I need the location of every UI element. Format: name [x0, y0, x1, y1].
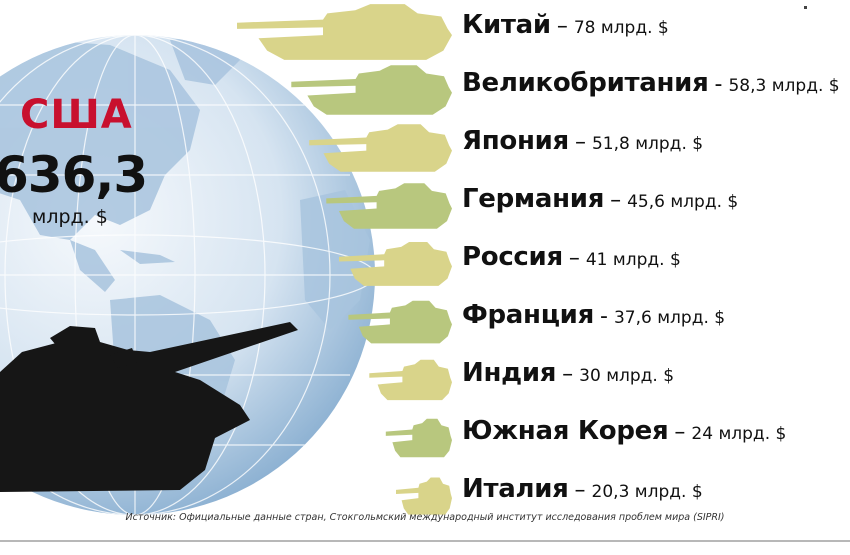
spending-value: 20,3: [591, 482, 635, 502]
corner-mark: [804, 6, 807, 9]
bottom-divider: [0, 540, 850, 542]
country-name: Италия: [462, 474, 569, 504]
tank-icon-8: [385, 418, 452, 458]
country-row: Россия –41 млрд. $: [462, 240, 681, 274]
separator: –: [568, 246, 580, 271]
country-name: Япония: [462, 126, 569, 156]
country-row: Китай –78 млрд. $: [462, 8, 669, 42]
tank-silhouettes: [237, 4, 452, 515]
spending-unit: млрд. $: [718, 424, 787, 444]
country-name: Франция: [462, 300, 594, 330]
tank-icon-5: [339, 242, 452, 286]
country-name: Южная Корея: [462, 416, 669, 446]
usa-value: 636,3: [0, 146, 148, 204]
usa-unit: млрд. $: [32, 206, 108, 228]
spending-value: 78: [573, 18, 601, 38]
spending-value: 58,3: [728, 76, 772, 96]
country-row: Германия –45,6 млрд. $: [462, 182, 738, 216]
spending-unit: млрд. $: [771, 76, 840, 96]
separator: -: [600, 304, 608, 329]
spending-unit: млрд. $: [634, 482, 703, 502]
tank-icon-9: [396, 477, 452, 515]
spending-value: 51,8: [591, 134, 636, 154]
spending-unit: млрд. $: [600, 18, 669, 38]
spending-unit: млрд. $: [606, 366, 675, 386]
separator: -: [714, 72, 723, 97]
country-row: Италия –20,3 млрд. $: [462, 472, 703, 506]
separator: –: [610, 188, 622, 213]
spending-unit: млрд. $: [670, 192, 739, 212]
tank-icon-3: [309, 124, 452, 172]
spending-value: 30: [579, 366, 607, 386]
tank-icon-4: [326, 183, 452, 229]
separator: –: [574, 478, 586, 503]
country-name: Россия: [462, 242, 563, 272]
country-row: Южная Корея –24 млрд. $: [462, 414, 786, 448]
spending-unit: млрд. $: [635, 134, 704, 154]
spending-value: 37,6: [613, 308, 658, 328]
country-row: Франция -37,6 млрд. $: [462, 298, 725, 332]
separator: –: [562, 362, 574, 387]
tank-icon-6: [348, 300, 452, 344]
separator: –: [556, 14, 568, 39]
usa-tank-icon: [0, 322, 298, 492]
spending-unit: млрд. $: [657, 308, 726, 328]
tank-icon-7: [369, 359, 452, 401]
usa-country-label: США: [20, 92, 133, 138]
country-row: Великобритания -58,3 млрд. $: [462, 66, 840, 100]
country-name: Великобритания: [462, 68, 709, 98]
source-note: Источник: Официальные данные стран, Сток…: [125, 512, 725, 523]
country-name: Германия: [462, 184, 605, 214]
country-row: Индия –30 млрд. $: [462, 356, 674, 390]
separator: –: [574, 130, 586, 155]
country-name: Индия: [462, 358, 557, 388]
country-row: Япония –51,8 млрд. $: [462, 124, 703, 158]
spending-unit: млрд. $: [612, 250, 681, 270]
tank-icon-2: [291, 65, 452, 115]
spending-value: 45,6: [627, 192, 671, 212]
spending-value: 24: [691, 424, 719, 444]
separator: –: [674, 420, 686, 445]
country-name: Китай: [462, 10, 551, 40]
tank-icon-1: [237, 4, 452, 60]
spending-value: 41: [585, 250, 613, 270]
